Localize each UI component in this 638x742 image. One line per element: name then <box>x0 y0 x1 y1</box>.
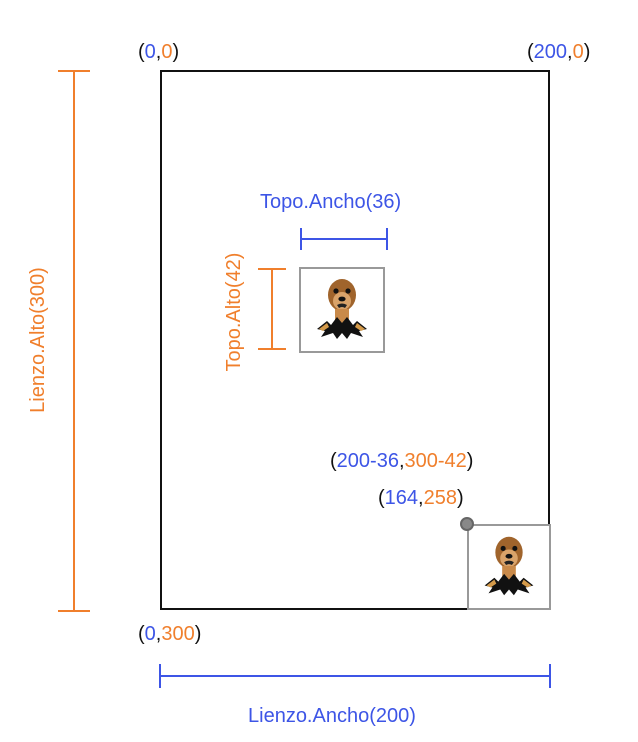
coord-y: 300 <box>161 623 195 645</box>
coord-x: 200 <box>533 41 568 63</box>
mole-icon <box>317 279 367 339</box>
formula-y: 300-42 <box>404 450 467 472</box>
mole-position-result: (164,258) <box>378 487 464 509</box>
mole-icon <box>484 536 534 596</box>
lienzo-ancho-dimension-line <box>159 664 551 688</box>
coord-x: 0 <box>144 623 156 645</box>
result-x: 164 <box>384 487 419 509</box>
topo-ancho-dimension-line <box>300 228 388 250</box>
lienzo-alto-dimension-line <box>58 70 90 612</box>
anchor-dot <box>460 517 474 531</box>
corner-label-top-right: (200,0) <box>527 41 591 63</box>
topo-ancho-label: Topo.Ancho(36) <box>260 191 402 213</box>
corner-label-bottom-left: (0,300) <box>138 623 202 645</box>
result-y: 258 <box>423 487 457 509</box>
lienzo-alto-label: Lienzo.Alto(300) <box>27 267 49 413</box>
mole-sprite-positioned <box>467 524 551 610</box>
coord-y: 0 <box>161 41 173 63</box>
coord-x: 0 <box>144 41 156 63</box>
lienzo-ancho-label: Lienzo.Ancho(200) <box>248 705 416 727</box>
topo-alto-dimension-line <box>258 268 286 350</box>
coord-y: 0 <box>572 41 584 63</box>
corner-label-top-left: (0,0) <box>138 41 180 63</box>
mole-position-formula: (200-36,300-42) <box>330 450 474 472</box>
mole-sprite-example <box>299 267 385 353</box>
topo-alto-label: Topo.Alto(42) <box>223 252 245 372</box>
canvas-rectangle <box>160 70 550 610</box>
formula-x: 200-36 <box>336 450 399 472</box>
